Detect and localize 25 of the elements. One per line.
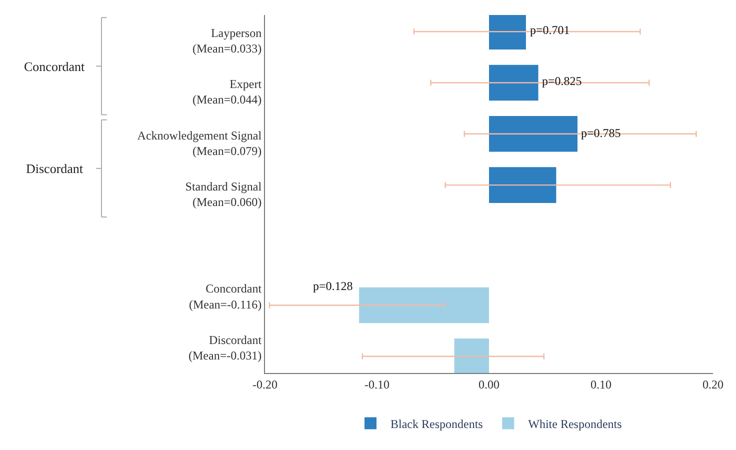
bar (454, 338, 489, 373)
y-tick-label: Acknowledgement Signal (Mean=0.079) (137, 128, 262, 158)
bar (489, 64, 538, 101)
text: Discordant (26, 161, 84, 176)
text: Concordant (24, 59, 86, 74)
x-tick-label: 0.20 (702, 377, 724, 392)
annotation: p=0.825 (542, 74, 582, 88)
bar (359, 287, 489, 324)
bar (489, 116, 578, 152)
bar (489, 15, 526, 50)
legend-label: Black Respondents (390, 416, 484, 431)
x-tick-label: 0.10 (590, 377, 612, 392)
x-tick-label: -0.20 (252, 377, 278, 392)
y-tick-label: Discordant (Mean=-0.031) (188, 332, 262, 362)
y-tick-label: Standard Signal (Mean=0.060) (185, 179, 262, 209)
bar (489, 167, 556, 203)
annotation: p=0.785 (581, 126, 621, 140)
y-tick-label: Layperson (Mean=0.033) (192, 26, 262, 56)
x-tick-label: -0.10 (364, 377, 390, 392)
annotation: p=0.128 (313, 279, 353, 293)
x-tick-label: 0.00 (478, 377, 500, 392)
annotation: p=0.701 (530, 23, 570, 37)
y-tick-label: Expert (Mean=0.044) (192, 77, 262, 107)
legend-label: White Respondents (528, 416, 622, 431)
y-tick-label: Concordant (Mean=-0.116) (188, 282, 262, 312)
